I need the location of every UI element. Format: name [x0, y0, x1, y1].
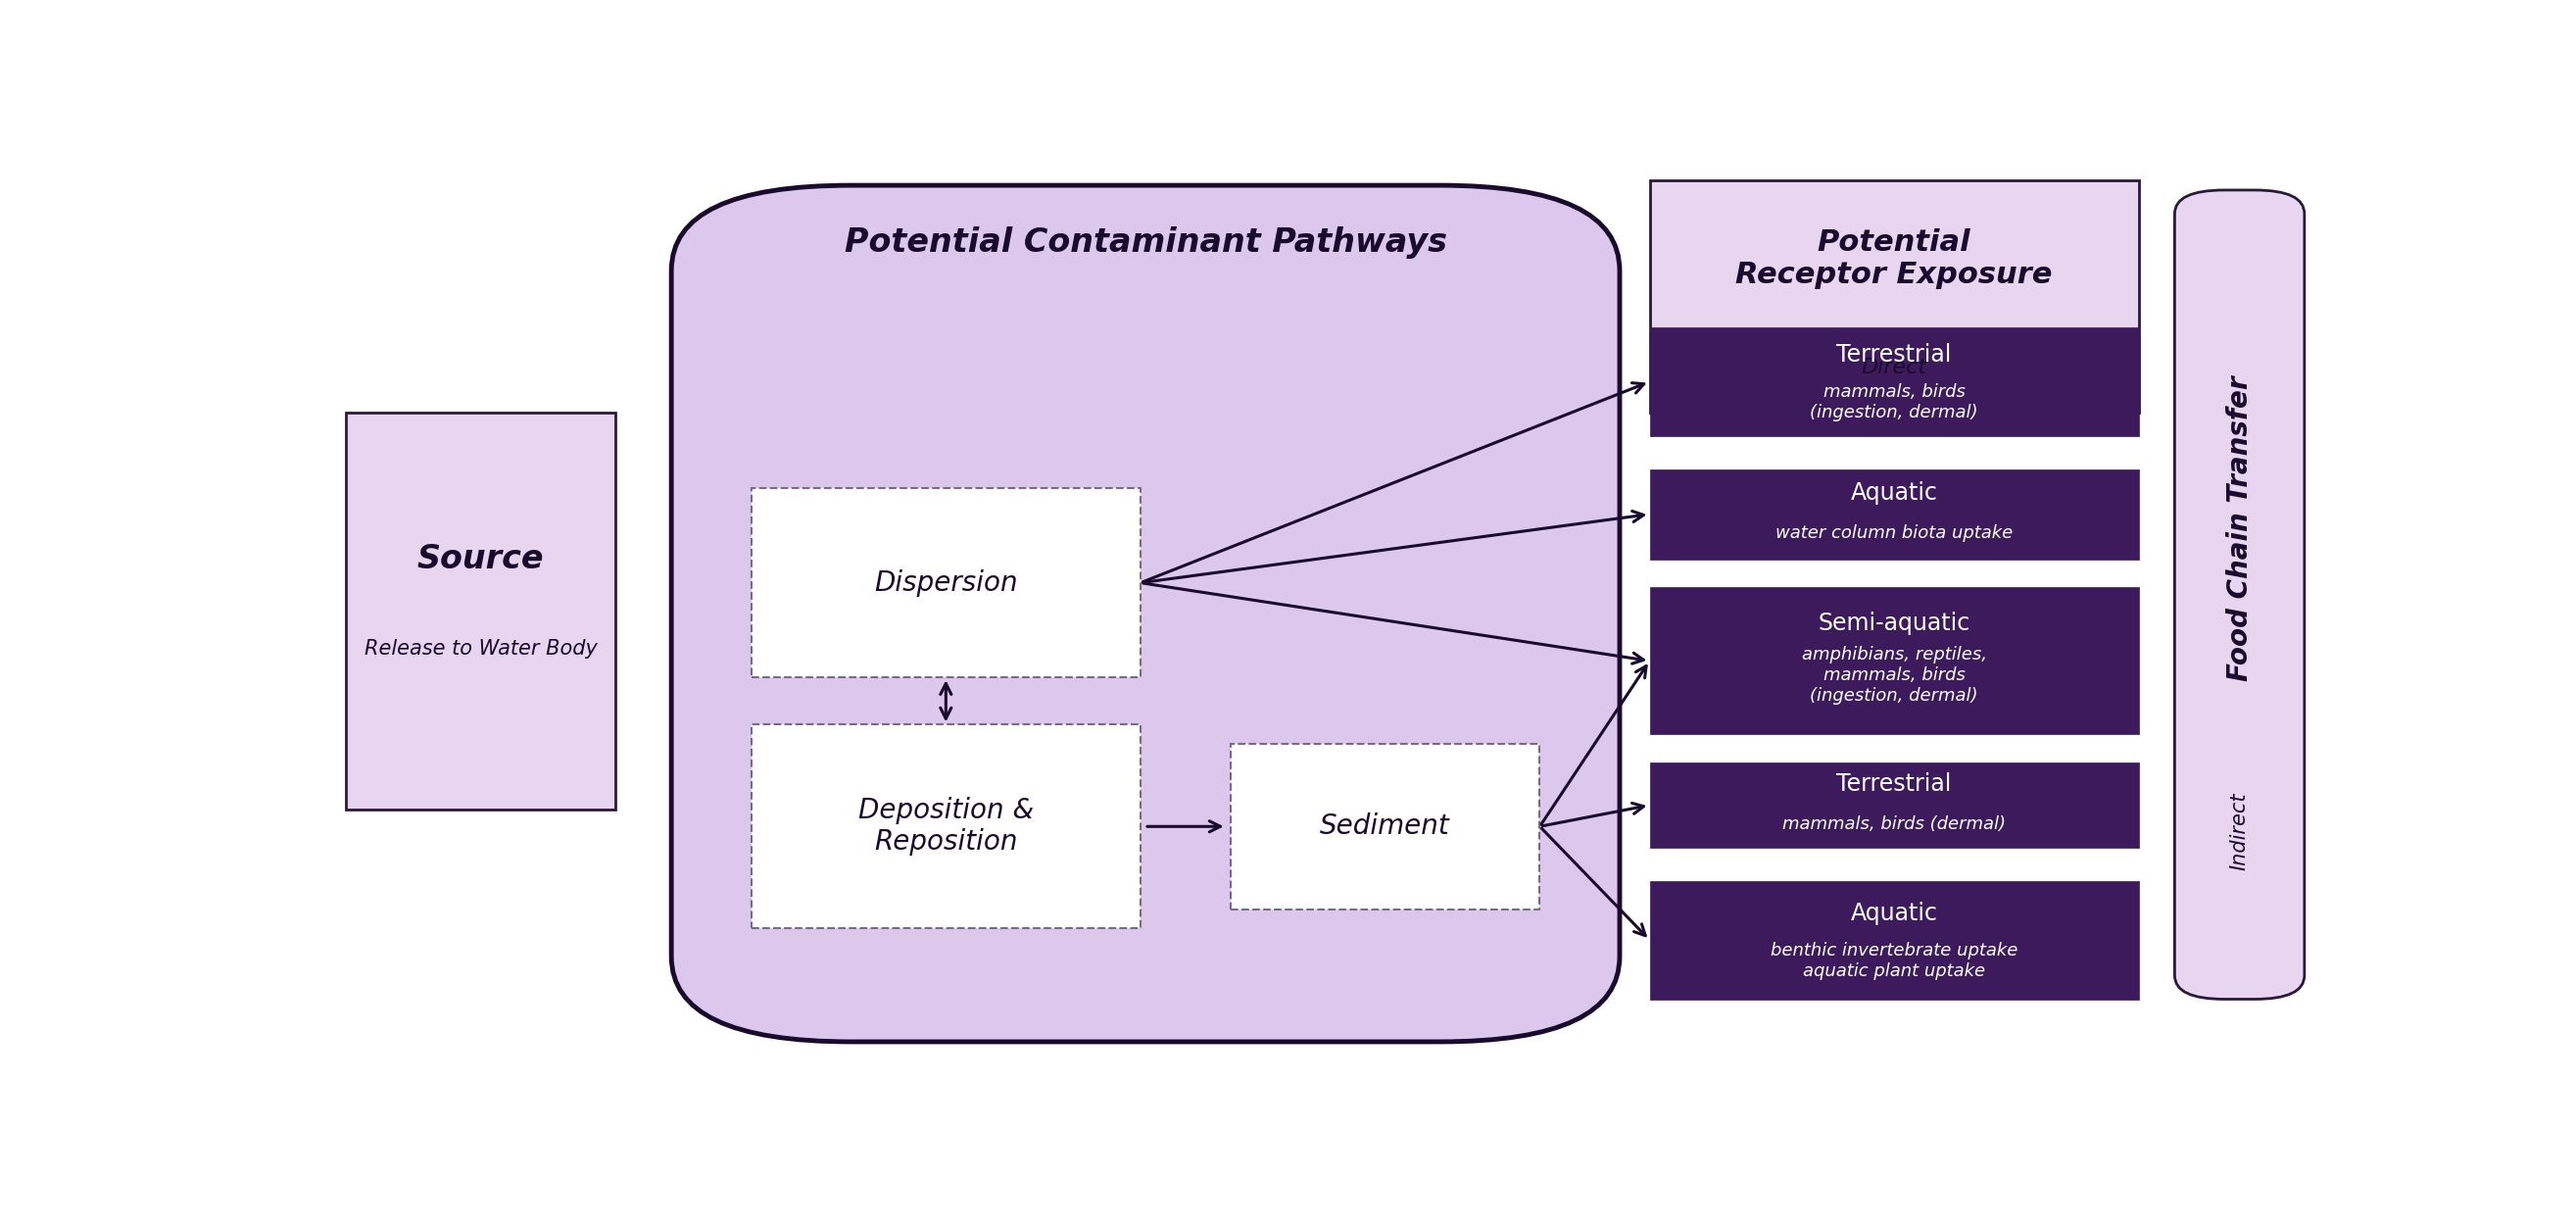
Text: water column biota uptake: water column biota uptake	[1775, 525, 2012, 542]
Bar	[1231, 744, 1540, 909]
Bar	[1649, 181, 2138, 413]
Text: Food Chain Transfer: Food Chain Transfer	[2226, 376, 2254, 681]
Text: mammals, birds
(ingestion, dermal): mammals, birds (ingestion, dermal)	[1811, 383, 1978, 422]
Bar	[345, 413, 616, 810]
Bar	[752, 488, 1141, 677]
Bar	[752, 725, 1141, 928]
Text: Aquatic: Aquatic	[1850, 902, 1937, 925]
Text: Release to Water Body: Release to Water Body	[363, 639, 598, 659]
Text: Potential
Receptor Exposure: Potential Receptor Exposure	[1736, 229, 2053, 289]
Bar	[1649, 587, 2138, 734]
Text: Potential Contaminant Pathways: Potential Contaminant Pathways	[845, 226, 1448, 258]
Bar	[1649, 881, 2138, 999]
FancyBboxPatch shape	[672, 186, 1620, 1042]
Text: Sediment: Sediment	[1319, 812, 1450, 841]
Bar	[1649, 762, 2138, 848]
Bar	[1649, 327, 2138, 436]
Text: Dispersion: Dispersion	[873, 569, 1018, 596]
Bar	[1649, 469, 2138, 559]
Text: benthic invertebrate uptake
aquatic plant uptake: benthic invertebrate uptake aquatic plan…	[1770, 941, 2017, 980]
Text: Terrestrial: Terrestrial	[1837, 773, 1953, 796]
Text: Indirect: Indirect	[2231, 793, 2249, 870]
Text: Source: Source	[417, 543, 544, 575]
Text: Aquatic: Aquatic	[1850, 482, 1937, 505]
Text: mammals, birds (dermal): mammals, birds (dermal)	[1783, 815, 2007, 833]
FancyBboxPatch shape	[2174, 190, 2306, 999]
Text: Direct: Direct	[1862, 358, 1927, 377]
Text: Semi-aquatic: Semi-aquatic	[1819, 611, 1971, 634]
Text: amphibians, reptiles,
mammals, birds
(ingestion, dermal): amphibians, reptiles, mammals, birds (in…	[1801, 646, 1986, 704]
Text: Deposition &
Reposition: Deposition & Reposition	[858, 796, 1033, 857]
Text: Terrestrial: Terrestrial	[1837, 343, 1953, 367]
